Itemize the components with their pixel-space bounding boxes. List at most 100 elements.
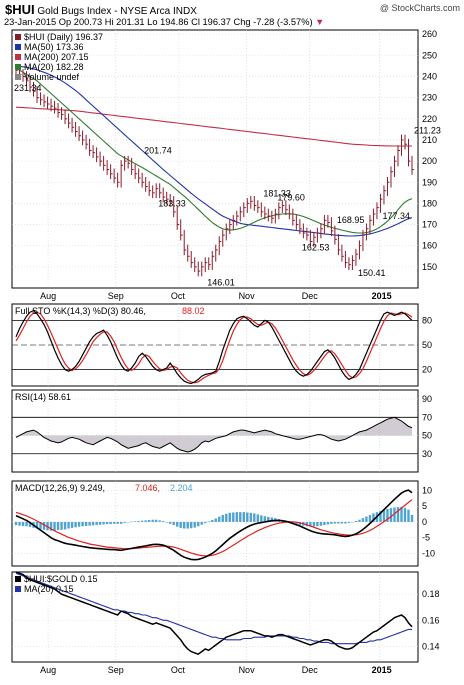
macd-histogram-bar xyxy=(207,521,210,522)
price-bar xyxy=(215,244,218,262)
price-bar xyxy=(236,210,239,226)
chart-symbol: $HUI xyxy=(5,2,35,17)
sto-d-line xyxy=(15,311,413,384)
price-legend-label: $HUI (Daily) 196.37 xyxy=(24,32,103,42)
macd-histogram-bar xyxy=(256,514,260,522)
price-bar xyxy=(285,200,288,216)
price-bar xyxy=(155,183,159,199)
price-legend-entry: $HUI (Daily) 196.37 xyxy=(15,32,103,42)
macd-histogram-bar xyxy=(95,521,98,526)
price-bar xyxy=(264,206,267,220)
price-bar xyxy=(194,257,197,273)
price-bar xyxy=(152,185,155,199)
price-bar xyxy=(71,117,75,133)
price-bar xyxy=(50,98,54,112)
macd-histogram-bar xyxy=(365,516,368,522)
macd-histogram-bar xyxy=(246,512,249,522)
macd-histogram-bar xyxy=(305,521,309,527)
macd-histogram-bar xyxy=(112,521,116,524)
quote-line: 23-Jan-2015 Op 200.73 Hi 201.31 Lo 194.8… xyxy=(4,17,324,27)
macd-histogram-bar xyxy=(200,521,203,525)
price-bar xyxy=(89,138,92,156)
macd-line xyxy=(15,489,413,561)
price-bar xyxy=(281,200,285,213)
price-bar xyxy=(218,236,222,256)
price-bar xyxy=(57,102,61,118)
down-arrow-icon: ▼ xyxy=(315,17,325,27)
macd-histogram-bar xyxy=(232,512,235,522)
macd-histogram-bar xyxy=(225,513,228,522)
price-bar xyxy=(341,244,344,262)
price-bar xyxy=(173,196,176,218)
price-annotation-label: 211.23 xyxy=(414,125,441,135)
price-bar xyxy=(64,109,68,125)
price-bar xyxy=(295,215,299,230)
macd-histogram-bar xyxy=(309,521,312,527)
price-bar xyxy=(358,240,362,260)
price-bar xyxy=(411,155,414,175)
macd-histogram-bar xyxy=(144,520,147,522)
price-bar xyxy=(306,227,309,241)
macd-histogram-bar xyxy=(382,509,386,522)
price-bar xyxy=(320,223,323,239)
price-bar xyxy=(386,176,390,197)
rsi-fill-below xyxy=(16,435,412,452)
price-bar xyxy=(120,160,124,188)
macd-histogram-bar xyxy=(119,521,123,524)
macd-histogram-bar xyxy=(116,521,119,524)
price-bar xyxy=(68,113,71,129)
macd-histogram-bar xyxy=(407,509,410,522)
price-legend-entry: MA(20) 182.28 xyxy=(15,62,84,72)
macd-histogram-bar xyxy=(140,520,144,522)
macd-histogram-bar xyxy=(88,521,91,526)
sto-y-tick-label: 50 xyxy=(422,340,432,350)
chart-index-name: Gold Bugs Index - NYSE Arca INDX xyxy=(37,6,197,17)
price-bar xyxy=(225,223,229,241)
macd-histogram-bar xyxy=(326,521,330,525)
sto-k-line xyxy=(15,309,413,385)
macd-histogram-bar xyxy=(81,521,84,527)
rsi-fill-above xyxy=(16,417,412,436)
price-bar xyxy=(383,185,386,205)
ma200-line xyxy=(15,106,412,147)
macd-histogram-bar xyxy=(253,513,256,522)
ratio-legend-entry: $HUI:$GOLD 0.15 xyxy=(15,574,98,584)
macd-histogram-bar xyxy=(344,521,347,524)
ratio-x-tick-label: Sep xyxy=(108,665,124,675)
ratio-legend-swatch xyxy=(15,586,21,592)
macd-histogram-bar xyxy=(123,521,126,523)
chart-title-row: $HUI Gold Bugs Index - NYSE Arca INDX xyxy=(5,2,197,17)
price-bar xyxy=(26,71,29,87)
macd-histogram-bar xyxy=(25,521,28,527)
price-bar xyxy=(138,168,141,184)
price-bar xyxy=(92,145,96,158)
price-x-tick-label: Nov xyxy=(239,291,256,301)
macd-histogram-bar xyxy=(228,512,231,522)
macd-histogram-bar xyxy=(151,519,154,522)
macd-legend: MACD(12,26,9) 9.249, 7.046, 2.204 xyxy=(15,483,193,493)
price-bar xyxy=(246,198,250,213)
macd-histogram-bar xyxy=(28,521,32,527)
price-y-tick-label: 230 xyxy=(422,93,437,103)
price-bar xyxy=(316,227,320,243)
price-bar xyxy=(362,229,365,251)
macd-histogram-bar xyxy=(368,515,372,522)
price-bar xyxy=(250,196,253,209)
macd-histogram-bar xyxy=(403,507,407,522)
price-bar xyxy=(229,219,232,235)
macd-histogram-bar xyxy=(361,518,365,522)
price-annotation-label: 150.41 xyxy=(358,268,386,278)
price-bar xyxy=(113,168,117,184)
rsi-y-tick-label: 50 xyxy=(422,431,432,441)
macd-y-tick-label: 0 xyxy=(422,517,427,527)
price-bar xyxy=(211,250,215,271)
price-y-tick-label: 180 xyxy=(422,198,437,208)
price-bar xyxy=(376,202,379,220)
macd-histogram-bar xyxy=(18,521,21,526)
ma50-line xyxy=(15,65,413,237)
price-bar xyxy=(61,107,64,120)
ratio-y-tick-label: 0.18 xyxy=(422,589,440,599)
macd-histogram-bar xyxy=(109,521,112,525)
price-y-tick-label: 240 xyxy=(422,72,437,82)
macd-histogram-bar xyxy=(270,517,274,522)
